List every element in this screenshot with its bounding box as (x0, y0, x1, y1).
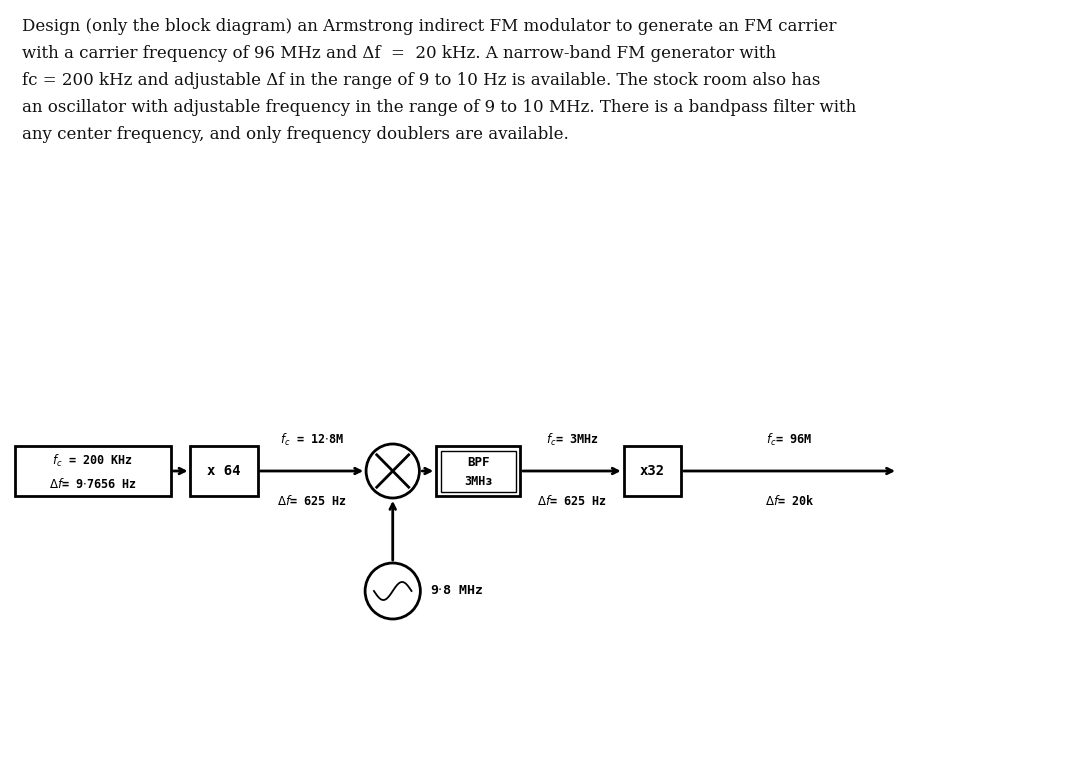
Text: x 64: x 64 (207, 464, 241, 478)
Bar (436, 446, 521, 496)
Text: x32: x32 (639, 464, 665, 478)
Text: an oscillator with adjustable frequency in the range of 9 to 10 MHz. There is a : an oscillator with adjustable frequency … (22, 99, 856, 116)
Bar (15, 446, 171, 496)
Text: Design (only the block diagram) an Armstrong indirect FM modulator to generate a: Design (only the block diagram) an Armst… (22, 18, 836, 35)
Bar (441, 451, 515, 491)
Bar (623, 446, 680, 496)
Text: 3MHз: 3MHз (463, 476, 492, 489)
Circle shape (366, 444, 419, 498)
Text: $f_c$ = 200 KHz: $f_c$ = 200 KHz (52, 453, 133, 469)
Text: BPF: BPF (467, 456, 489, 469)
Text: $\Delta f$= 625 Hz: $\Delta f$= 625 Hz (276, 494, 347, 508)
Text: with a carrier frequency of 96 MHz and Δf  =  20 kHz. A narrow-band FM generator: with a carrier frequency of 96 MHz and Δ… (22, 45, 775, 62)
Text: $f_c$= 3MHz: $f_c$= 3MHz (545, 432, 598, 448)
Text: $f_c$= 96M: $f_c$= 96M (767, 432, 812, 448)
Text: $\Delta f$= 625 Hz: $\Delta f$= 625 Hz (537, 494, 607, 508)
Text: $\Delta f$= 20k: $\Delta f$= 20k (765, 494, 814, 508)
Circle shape (365, 563, 420, 619)
Text: $\Delta f$= 9$\cdot$7656 Hz: $\Delta f$= 9$\cdot$7656 Hz (49, 477, 136, 491)
Text: fc = 200 kHz and adjustable Δf in the range of 9 to 10 Hz is available. The stoc: fc = 200 kHz and adjustable Δf in the ra… (22, 72, 820, 89)
Text: $f_c$ = 12$\cdot$8M: $f_c$ = 12$\cdot$8M (280, 432, 343, 448)
Text: any center frequency, and only frequency doublers are available.: any center frequency, and only frequency… (22, 126, 568, 143)
Bar (190, 446, 257, 496)
Text: 9$\cdot$8 MHz: 9$\cdot$8 MHz (430, 584, 483, 598)
